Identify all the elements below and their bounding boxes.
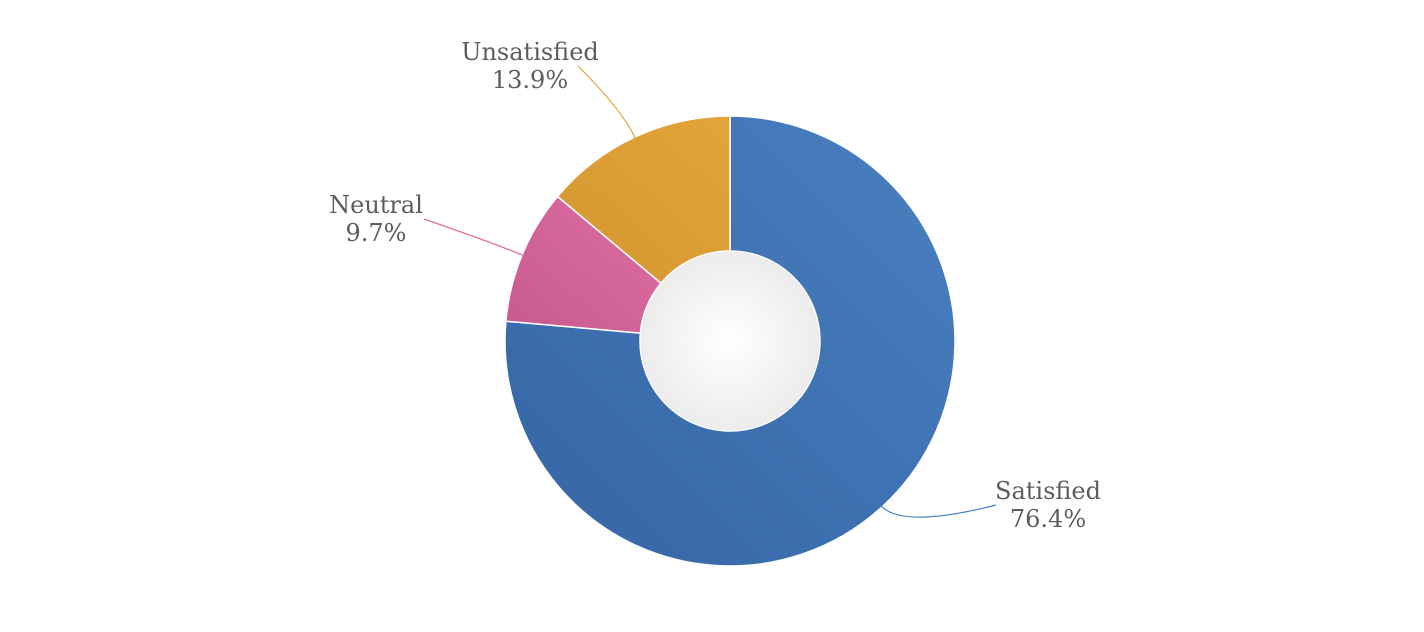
leader-line-neutral	[423, 218, 525, 257]
slice-value-satisfied: 76.4%	[1010, 505, 1086, 533]
leader-line-satisfied	[880, 504, 997, 518]
slice-value-unsatisfied: 13.9%	[492, 66, 568, 94]
leader-line-unsatisfied	[577, 65, 637, 140]
slice-label-neutral: Neutral	[329, 191, 423, 219]
slice-label-satisfied: Satisfied	[995, 477, 1101, 505]
donut-hole	[639, 250, 821, 432]
slice-label-unsatisfied: Unsatisfied	[461, 38, 599, 66]
slice-value-neutral: 9.7%	[346, 219, 407, 247]
